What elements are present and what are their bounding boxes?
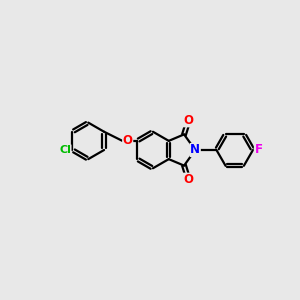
Text: N: N <box>190 143 200 157</box>
Text: O: O <box>123 134 133 147</box>
Text: O: O <box>184 173 194 186</box>
Text: O: O <box>184 114 194 127</box>
Text: Cl: Cl <box>59 145 71 155</box>
Text: F: F <box>254 143 262 157</box>
